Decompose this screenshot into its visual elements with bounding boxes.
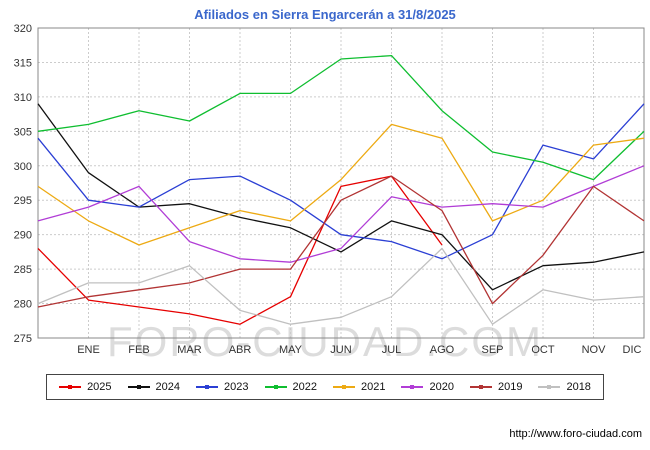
- series-line-2019: [37, 175, 645, 308]
- y-tick-label: 285: [14, 264, 32, 276]
- legend-item-2025: 2025: [59, 381, 112, 393]
- legend-item-2020: 2020: [401, 381, 454, 393]
- legend-item-2021: 2021: [333, 381, 385, 393]
- series-line-2023: [37, 103, 645, 260]
- footer-url-link[interactable]: http://www.foro-ciudad.com: [509, 428, 642, 440]
- y-tick-label: 290: [14, 230, 32, 242]
- legend-line-sample-2024: [127, 385, 150, 389]
- x-tick-label: OCT: [531, 344, 555, 356]
- x-tick-label: FEB: [128, 344, 149, 356]
- legend-label-2018: 2018: [566, 381, 591, 393]
- legend-line-sample-2025: [59, 385, 82, 389]
- legend-item-2024: 2024: [127, 381, 181, 393]
- legend-box: 2025 2024 2023 2022 2021 2020 2019 2018: [46, 374, 604, 400]
- series-line-2018: [37, 247, 645, 325]
- watermark: FORO-CIUDAD.COM: [107, 318, 543, 365]
- legend-line-sample-2020: [401, 385, 424, 389]
- x-tick-label: MAY: [279, 344, 303, 356]
- chart-title: Afiliados en Sierra Engarcerán a 31/8/20…: [194, 7, 456, 22]
- legend-line-sample-2023: [196, 385, 219, 389]
- x-tick-label: SEP: [481, 344, 503, 356]
- y-tick-label: 320: [14, 23, 32, 35]
- legend-line-sample-2019: [469, 385, 492, 389]
- x-tick-label: ENE: [77, 344, 100, 356]
- line-chart: FORO-CIUDAD.COM 275 280 285 290 295 300 305 310…: [14, 23, 645, 365]
- y-tick-label: 295: [14, 195, 32, 207]
- legend-label-2023: 2023: [224, 381, 249, 393]
- legend-line-sample-2021: [333, 385, 355, 389]
- x-tick-label: JUL: [382, 344, 402, 356]
- legend-item-2019: 2019: [469, 381, 523, 393]
- series-line-2020: [37, 165, 645, 263]
- x-tick-label: AGO: [430, 344, 455, 356]
- legend: 2025 2024 2023 2022 2021 2020 2019 2018: [0, 374, 650, 400]
- legend-label-2024: 2024: [155, 381, 181, 393]
- legend-item-2018: 2018: [538, 381, 591, 393]
- series-line-2021: [37, 123, 645, 246]
- x-tick-label: NOV: [582, 344, 607, 356]
- legend-label-2022: 2022: [292, 381, 317, 393]
- legend-line-sample-2022: [264, 385, 287, 389]
- x-tick-label: MAR: [177, 344, 202, 356]
- x-tick-label: ABR: [229, 344, 252, 356]
- legend-item-2022: 2022: [264, 381, 317, 393]
- y-tick-label: 300: [14, 161, 32, 173]
- y-tick-label: 275: [14, 333, 32, 345]
- legend-label-2020: 2020: [429, 381, 454, 393]
- y-tick-label: 315: [14, 57, 32, 69]
- series-line-2025: [37, 175, 443, 325]
- series-line-2022: [37, 54, 645, 181]
- y-tick-label: 280: [14, 299, 32, 311]
- legend-label-2021: 2021: [361, 381, 386, 393]
- y-tick-label: 310: [14, 92, 32, 104]
- x-tick-label: DIC: [623, 344, 642, 356]
- legend-line-sample-2018: [538, 385, 561, 389]
- x-tick-label: JUN: [330, 344, 351, 356]
- legend-item-2023: 2023: [196, 381, 249, 393]
- legend-label-2019: 2019: [497, 381, 523, 393]
- y-tick-label: 305: [14, 126, 32, 138]
- legend-label-2025: 2025: [87, 381, 112, 393]
- plot-border: [37, 27, 645, 339]
